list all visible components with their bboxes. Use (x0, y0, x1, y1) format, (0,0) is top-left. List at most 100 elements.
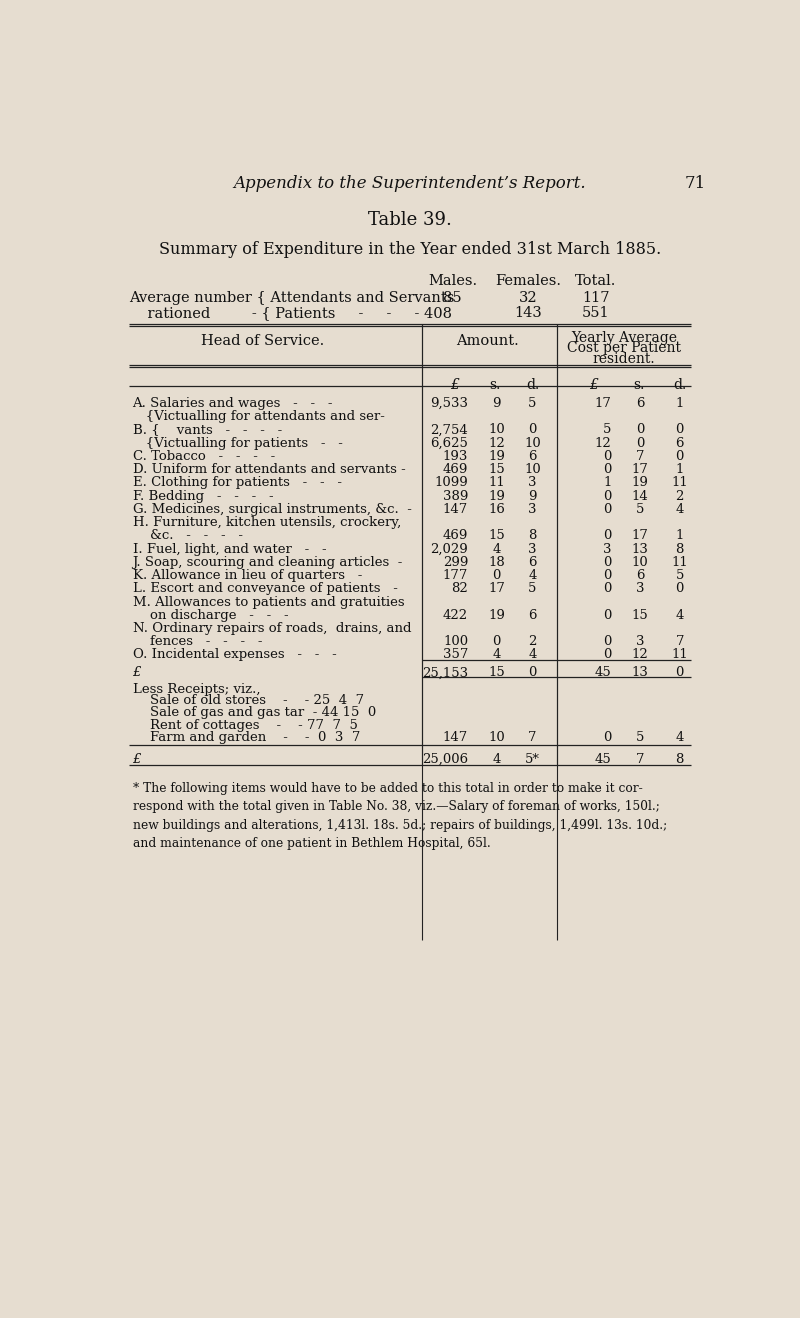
Text: 71: 71 (685, 175, 706, 192)
Text: 5: 5 (675, 569, 684, 583)
Text: 389: 389 (442, 489, 468, 502)
Text: Cost per Patient: Cost per Patient (567, 341, 681, 356)
Text: 0: 0 (636, 436, 644, 449)
Text: d.: d. (526, 378, 539, 391)
Text: 0: 0 (603, 635, 611, 648)
Text: 422: 422 (443, 609, 468, 622)
Text: 5: 5 (528, 583, 537, 596)
Text: on discharge   -   -   -: on discharge - - - (133, 609, 288, 622)
Text: 469: 469 (442, 463, 468, 476)
Text: 0: 0 (603, 569, 611, 583)
Text: 3: 3 (528, 543, 537, 556)
Text: &c.   -   -   -   -: &c. - - - - (133, 530, 242, 542)
Text: M. Allowances to patients and gratuities: M. Allowances to patients and gratuities (133, 596, 404, 609)
Text: Rent of cottages    -    - 77  7  5: Rent of cottages - - 77 7 5 (133, 718, 358, 731)
Text: 13: 13 (632, 667, 649, 679)
Text: 45: 45 (594, 753, 611, 766)
Text: 11: 11 (671, 476, 688, 489)
Text: 6: 6 (528, 556, 537, 569)
Text: 3: 3 (528, 476, 537, 489)
Text: Head of Service.: Head of Service. (201, 333, 324, 348)
Text: Less Receipts; viz.,: Less Receipts; viz., (133, 683, 260, 696)
Text: 0: 0 (603, 463, 611, 476)
Text: 1099: 1099 (434, 476, 468, 489)
Text: E. Clothing for patients   -   -   -: E. Clothing for patients - - - (133, 476, 342, 489)
Text: 14: 14 (632, 489, 649, 502)
Text: 10: 10 (524, 436, 541, 449)
Text: N. Ordinary repairs of roads,  drains, and: N. Ordinary repairs of roads, drains, an… (133, 622, 411, 635)
Text: 0: 0 (603, 502, 611, 515)
Text: Average number { Attendants and Servants: Average number { Attendants and Servants (130, 290, 455, 304)
Text: Males.: Males. (428, 274, 477, 287)
Text: 15: 15 (489, 530, 505, 542)
Text: 25,153: 25,153 (422, 667, 468, 679)
Text: 4: 4 (493, 648, 501, 662)
Text: 8: 8 (675, 753, 684, 766)
Text: 15: 15 (489, 463, 505, 476)
Text: 7: 7 (636, 753, 645, 766)
Text: 0: 0 (603, 489, 611, 502)
Text: I. Fuel, light, and water   -   -: I. Fuel, light, and water - - (133, 543, 326, 556)
Text: 10: 10 (524, 463, 541, 476)
Text: 15: 15 (632, 609, 649, 622)
Text: 10: 10 (489, 423, 505, 436)
Text: rationed         - { Patients     -     -     - 408: rationed - { Patients - - - 408 (130, 306, 453, 320)
Text: 117: 117 (582, 290, 610, 304)
Text: 8: 8 (528, 530, 537, 542)
Text: 12: 12 (632, 648, 649, 662)
Text: 0: 0 (493, 569, 501, 583)
Text: 11: 11 (671, 648, 688, 662)
Text: L. Escort and conveyance of patients   -: L. Escort and conveyance of patients - (133, 583, 398, 596)
Text: 2: 2 (675, 489, 684, 502)
Text: D. Uniform for attendants and servants -: D. Uniform for attendants and servants - (133, 463, 406, 476)
Text: 3: 3 (528, 502, 537, 515)
Text: 6: 6 (528, 449, 537, 463)
Text: 7: 7 (528, 731, 537, 745)
Text: 0: 0 (493, 635, 501, 648)
Text: 5*: 5* (525, 753, 540, 766)
Text: 5: 5 (603, 423, 611, 436)
Text: d.: d. (673, 378, 686, 391)
Text: £: £ (133, 753, 141, 766)
Text: 9: 9 (528, 489, 537, 502)
Text: 16: 16 (488, 502, 506, 515)
Text: 551: 551 (582, 306, 610, 320)
Text: C. Tobacco   -   -   -   -: C. Tobacco - - - - (133, 449, 275, 463)
Text: 19: 19 (488, 449, 506, 463)
Text: 5: 5 (636, 731, 644, 745)
Text: 0: 0 (675, 449, 684, 463)
Text: s.: s. (490, 378, 501, 391)
Text: 1: 1 (675, 463, 684, 476)
Text: * The following items would have to be added to this total in order to make it c: * The following items would have to be a… (133, 782, 666, 850)
Text: 18: 18 (489, 556, 505, 569)
Text: 3: 3 (636, 635, 645, 648)
Text: 177: 177 (442, 569, 468, 583)
Text: 17: 17 (594, 397, 611, 410)
Text: Appendix to the Superintendent’s Report.: Appendix to the Superintendent’s Report. (234, 175, 586, 192)
Text: 7: 7 (675, 635, 684, 648)
Text: 6: 6 (636, 569, 645, 583)
Text: 2: 2 (528, 635, 537, 648)
Text: 0: 0 (603, 648, 611, 662)
Text: G. Medicines, surgical instruments, &c.  -: G. Medicines, surgical instruments, &c. … (133, 502, 411, 515)
Text: 143: 143 (514, 306, 542, 320)
Text: 4: 4 (493, 543, 501, 556)
Text: fences   -   -   -   -: fences - - - - (133, 635, 262, 648)
Text: 4: 4 (528, 648, 537, 662)
Text: 0: 0 (675, 667, 684, 679)
Text: 19: 19 (632, 476, 649, 489)
Text: £: £ (133, 667, 141, 679)
Text: H. Furniture, kitchen utensils, crockery,: H. Furniture, kitchen utensils, crockery… (133, 517, 401, 529)
Text: 25,006: 25,006 (422, 753, 468, 766)
Text: B. {    vants   -   -   -   -: B. { vants - - - - (133, 423, 282, 436)
Text: 2,754: 2,754 (430, 423, 468, 436)
Text: 11: 11 (671, 556, 688, 569)
Text: 17: 17 (488, 583, 506, 596)
Text: 9: 9 (493, 397, 501, 410)
Text: s.: s. (633, 378, 644, 391)
Text: A. Salaries and wages   -   -   -: A. Salaries and wages - - - (133, 397, 333, 410)
Text: 19: 19 (488, 609, 506, 622)
Text: 32: 32 (519, 290, 538, 304)
Text: 17: 17 (632, 463, 649, 476)
Text: 147: 147 (443, 502, 468, 515)
